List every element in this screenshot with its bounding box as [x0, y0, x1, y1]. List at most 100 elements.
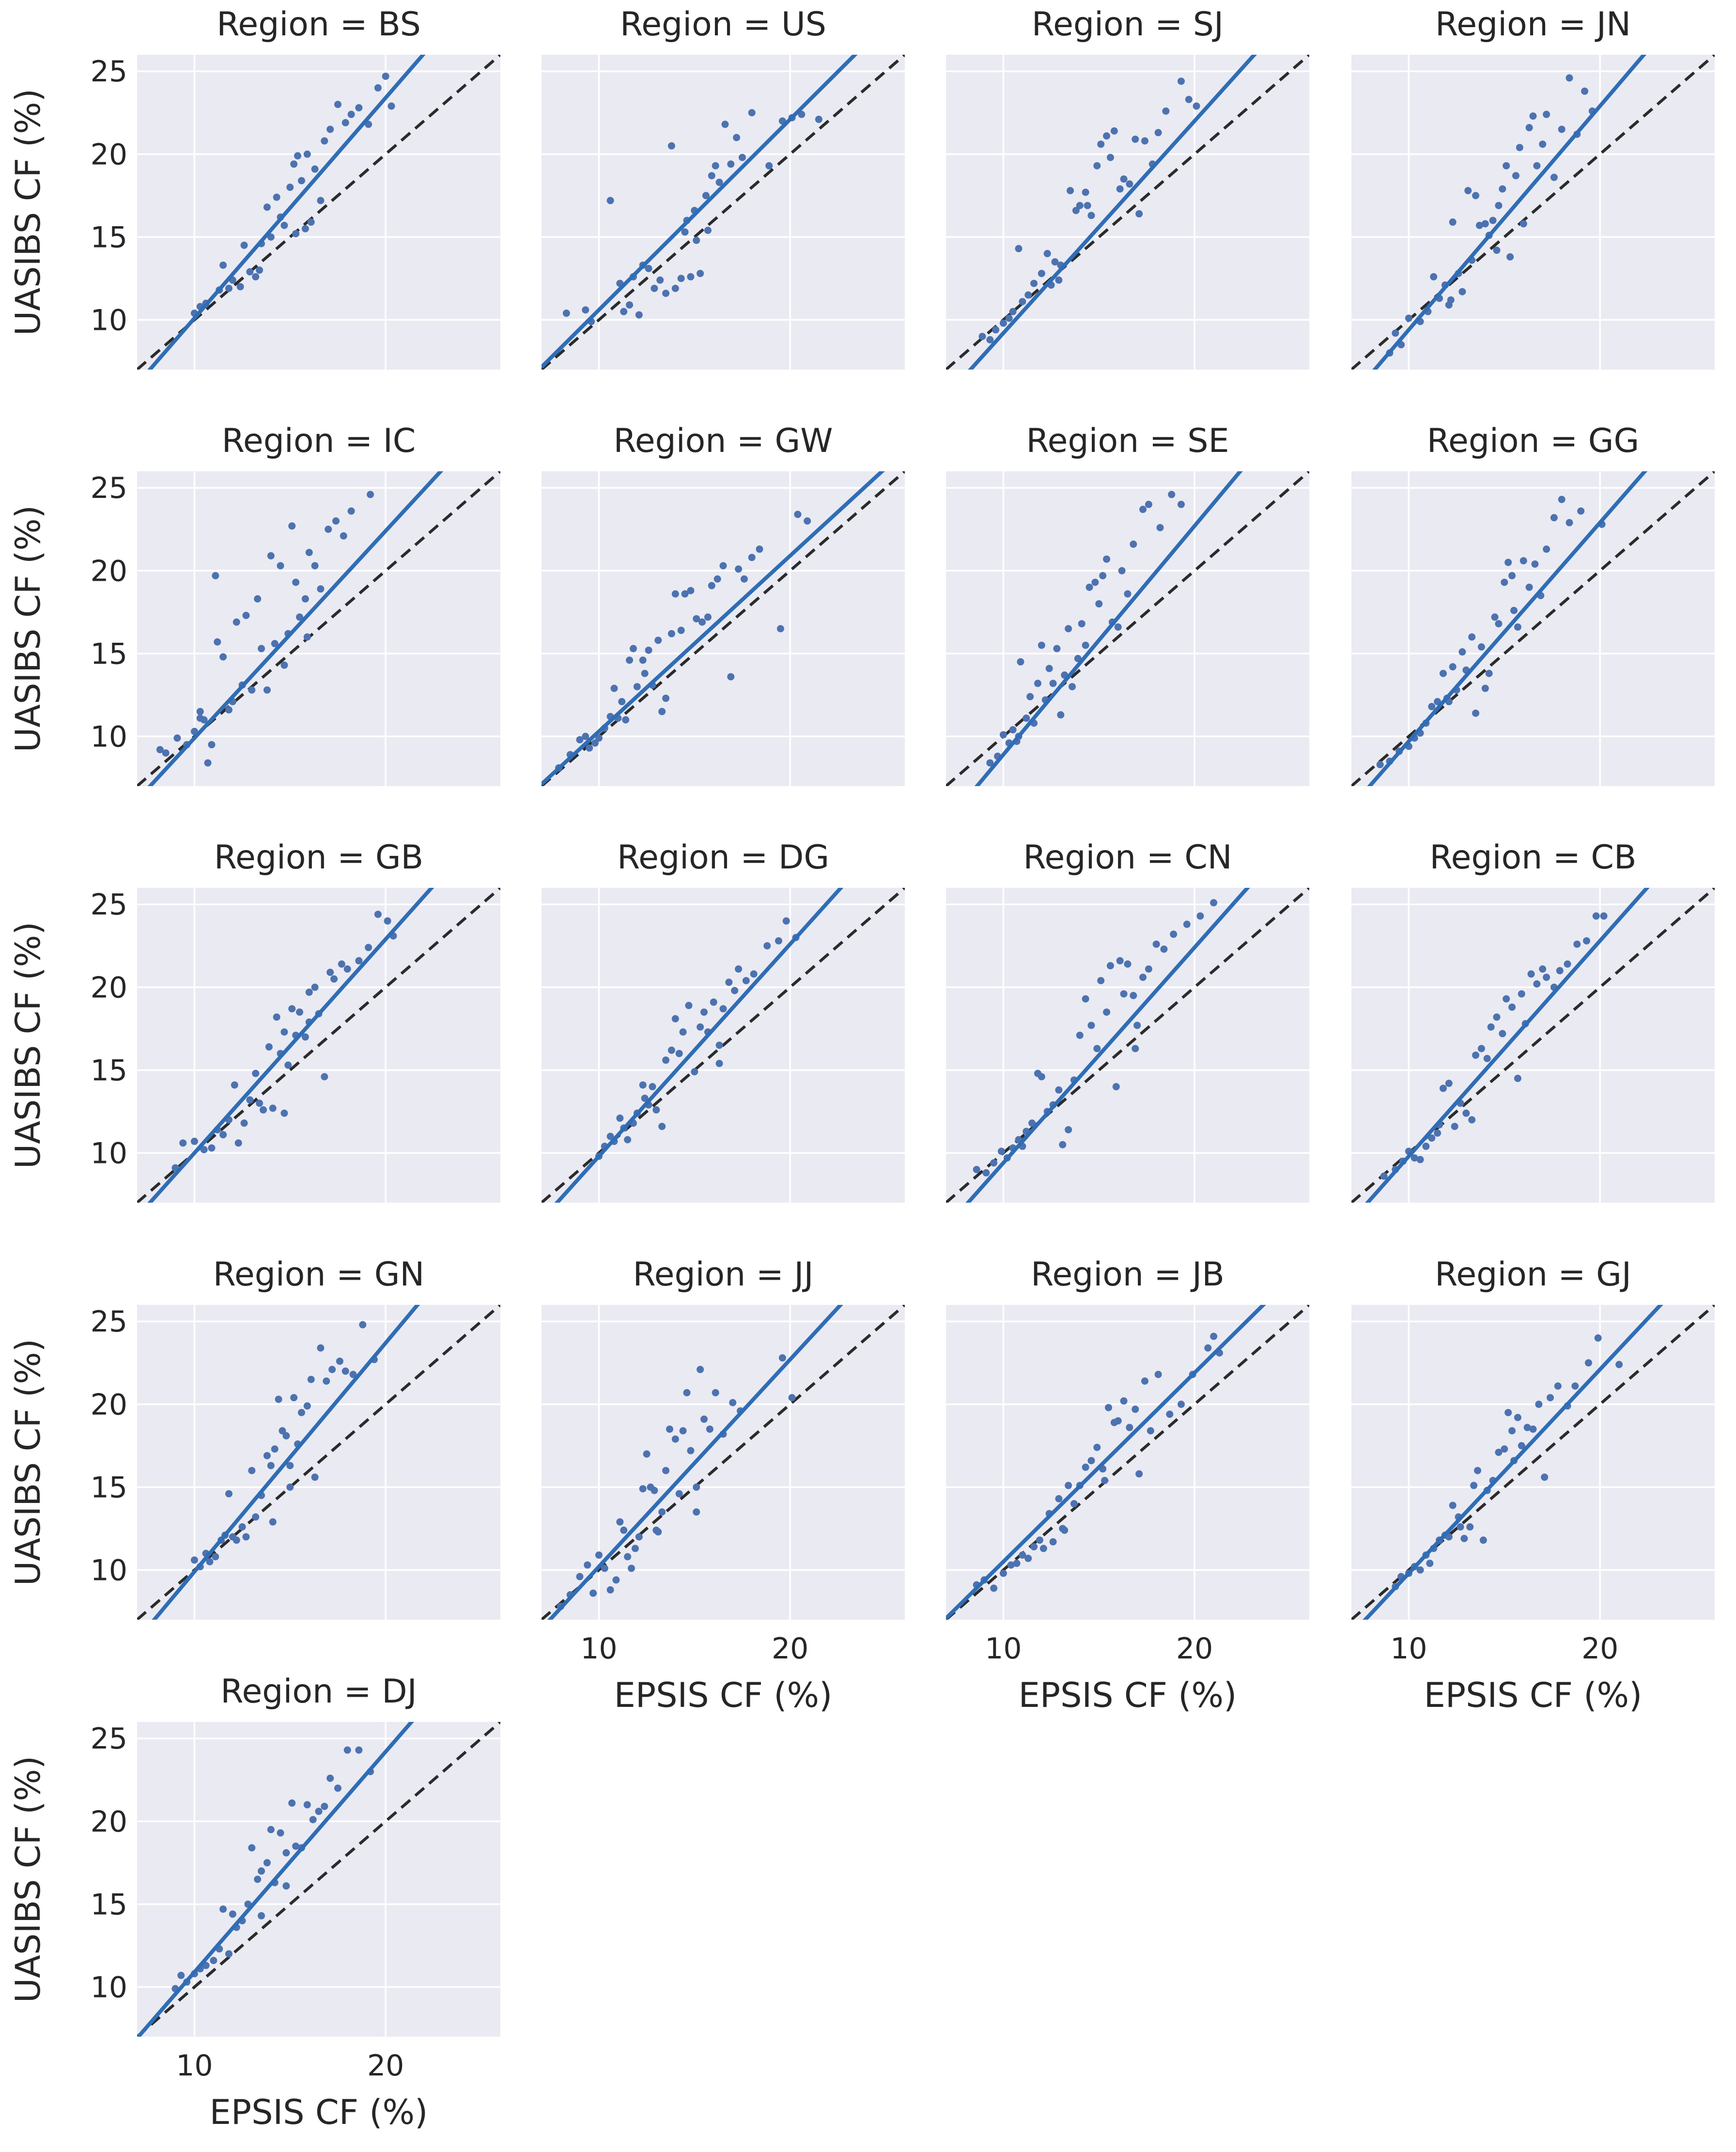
- data-point: [698, 618, 706, 626]
- data-point: [225, 1950, 232, 1958]
- data-point: [1017, 658, 1024, 666]
- data-point: [1466, 1523, 1474, 1531]
- data-point: [671, 1435, 679, 1443]
- regression-line: [1365, 888, 1650, 1203]
- data-point: [1124, 960, 1132, 968]
- plot-area: [1351, 1305, 1715, 1620]
- data-point: [1055, 1495, 1063, 1502]
- data-point: [1078, 620, 1085, 628]
- panel-gw: Region = GW: [542, 422, 905, 786]
- data-point: [269, 1104, 277, 1112]
- data-point: [225, 706, 232, 714]
- data-point: [190, 1556, 198, 1564]
- data-point: [1015, 245, 1023, 252]
- data-point: [652, 1106, 660, 1114]
- data-point: [260, 1106, 267, 1114]
- data-point: [1204, 1344, 1212, 1352]
- data-point: [273, 193, 280, 201]
- data-point: [347, 110, 355, 118]
- plot-area: [137, 471, 500, 786]
- data-point: [263, 686, 271, 694]
- data-point: [591, 739, 599, 747]
- data-point: [208, 1144, 216, 1152]
- data-point: [662, 695, 670, 702]
- data-point: [196, 714, 204, 722]
- data-point: [332, 517, 340, 525]
- regression-line: [1372, 55, 1647, 370]
- data-point: [748, 554, 756, 561]
- data-point: [999, 731, 1007, 739]
- plot-area: [542, 1305, 905, 1620]
- data-point: [1145, 965, 1152, 973]
- data-point: [1065, 625, 1072, 633]
- panel-title: Region = IC: [222, 422, 416, 460]
- plot-area: [137, 1722, 500, 2037]
- data-point: [1093, 162, 1101, 170]
- data-point: [742, 977, 750, 985]
- data-point: [382, 72, 389, 80]
- data-point: [708, 172, 715, 180]
- data-point: [628, 1564, 636, 1572]
- y-tick-label: 10: [91, 720, 127, 754]
- data-point: [263, 1859, 271, 1867]
- y-tick-label: 15: [91, 1053, 127, 1087]
- data-point: [616, 1518, 624, 1526]
- data-point: [639, 656, 647, 664]
- y-tick-label: 20: [91, 971, 127, 1005]
- data-point: [267, 552, 275, 559]
- data-point: [231, 1081, 238, 1089]
- data-point: [303, 150, 311, 158]
- data-point: [1112, 1083, 1120, 1091]
- data-point: [1410, 1154, 1418, 1162]
- x-tick-label: 20: [1581, 1632, 1618, 1666]
- data-point: [652, 1526, 660, 1534]
- data-point: [687, 587, 695, 594]
- data-point: [311, 983, 319, 991]
- data-point: [576, 1573, 584, 1580]
- data-point: [643, 1450, 651, 1458]
- data-point: [325, 526, 332, 533]
- data-point: [1439, 1084, 1447, 1092]
- data-point: [1600, 912, 1608, 920]
- plot-area: [946, 55, 1309, 370]
- data-point: [1013, 1560, 1021, 1567]
- x-tick-label: 10: [985, 1632, 1022, 1666]
- data-point: [292, 230, 300, 237]
- data-point: [748, 109, 756, 117]
- x-tick-label: 10: [1390, 1632, 1427, 1666]
- data-point: [1082, 1463, 1089, 1471]
- data-point: [338, 960, 345, 968]
- data-point: [343, 1746, 351, 1754]
- data-point: [666, 1425, 673, 1433]
- data-point: [1007, 1561, 1015, 1569]
- data-point: [1085, 583, 1093, 591]
- data-point: [639, 1081, 647, 1089]
- plot-area: [946, 471, 1309, 786]
- y-tick-label: 10: [91, 1970, 127, 2004]
- data-point: [367, 491, 374, 498]
- identity-line: [137, 1722, 500, 2037]
- data-point: [727, 673, 735, 681]
- data-point: [292, 578, 300, 586]
- identity-line: [946, 1305, 1309, 1620]
- data-point: [719, 562, 727, 570]
- data-point: [292, 1842, 300, 1850]
- data-point: [242, 1533, 250, 1541]
- data-point: [713, 575, 721, 583]
- data-point: [645, 264, 652, 272]
- panel-title: Region = DG: [617, 838, 829, 877]
- data-point: [1045, 665, 1053, 672]
- data-point: [788, 1394, 796, 1402]
- data-point: [212, 1553, 219, 1561]
- regression-line: [147, 471, 444, 786]
- data-point: [1160, 945, 1168, 953]
- data-point: [288, 1799, 296, 1807]
- panel-dj: Region = DJ 10 15 20 25 UASIBS CF (%) 10 20 EPSI…: [8, 1672, 500, 2132]
- y-tick-label: 15: [91, 220, 127, 254]
- data-point: [1154, 129, 1162, 137]
- data-point: [1162, 107, 1170, 115]
- data-point: [606, 197, 614, 204]
- data-point: [254, 595, 262, 603]
- data-point: [1019, 1551, 1026, 1559]
- data-point: [973, 1166, 980, 1174]
